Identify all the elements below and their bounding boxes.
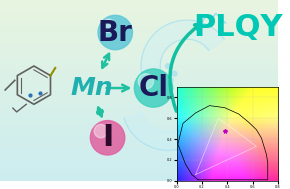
- Circle shape: [168, 78, 173, 83]
- Circle shape: [98, 15, 133, 50]
- Text: Br: Br: [98, 19, 133, 46]
- Circle shape: [172, 71, 177, 76]
- Text: PLQY: PLQY: [193, 13, 282, 42]
- Polygon shape: [141, 20, 224, 80]
- Circle shape: [138, 74, 153, 89]
- Circle shape: [166, 64, 170, 68]
- Text: Mn: Mn: [70, 76, 113, 100]
- Circle shape: [90, 121, 125, 155]
- Text: Cl: Cl: [139, 74, 168, 102]
- Polygon shape: [124, 90, 214, 150]
- Text: I: I: [102, 123, 113, 152]
- Circle shape: [94, 124, 108, 138]
- Circle shape: [134, 69, 173, 107]
- Circle shape: [102, 19, 115, 33]
